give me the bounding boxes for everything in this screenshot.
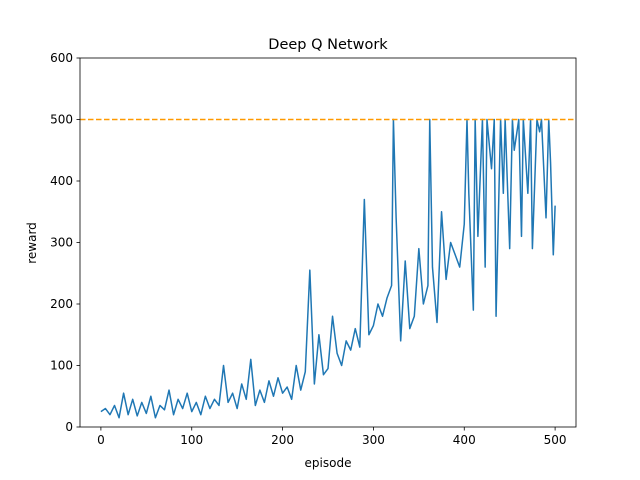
y-axis-label: reward <box>25 222 39 264</box>
x-axis-label: episode <box>305 456 352 470</box>
x-tick-label: 500 <box>544 433 567 447</box>
y-tick-label: 400 <box>50 174 73 188</box>
plot-area <box>80 118 576 419</box>
x-tick-label: 100 <box>180 433 203 447</box>
y-tick-label: 500 <box>50 113 73 127</box>
y-tick-label: 200 <box>50 297 73 311</box>
y-tick-label: 300 <box>50 236 73 250</box>
y-tick-label: 600 <box>50 51 73 65</box>
y-tick-label: 0 <box>65 420 73 434</box>
chart-title: Deep Q Network <box>268 37 388 53</box>
reward-series-line <box>100 118 556 419</box>
x-tick-label: 300 <box>362 433 385 447</box>
x-tick-label: 200 <box>271 433 294 447</box>
x-tick-label: 400 <box>453 433 476 447</box>
x-tick-label: 0 <box>97 433 105 447</box>
y-tick-label: 100 <box>50 359 73 373</box>
